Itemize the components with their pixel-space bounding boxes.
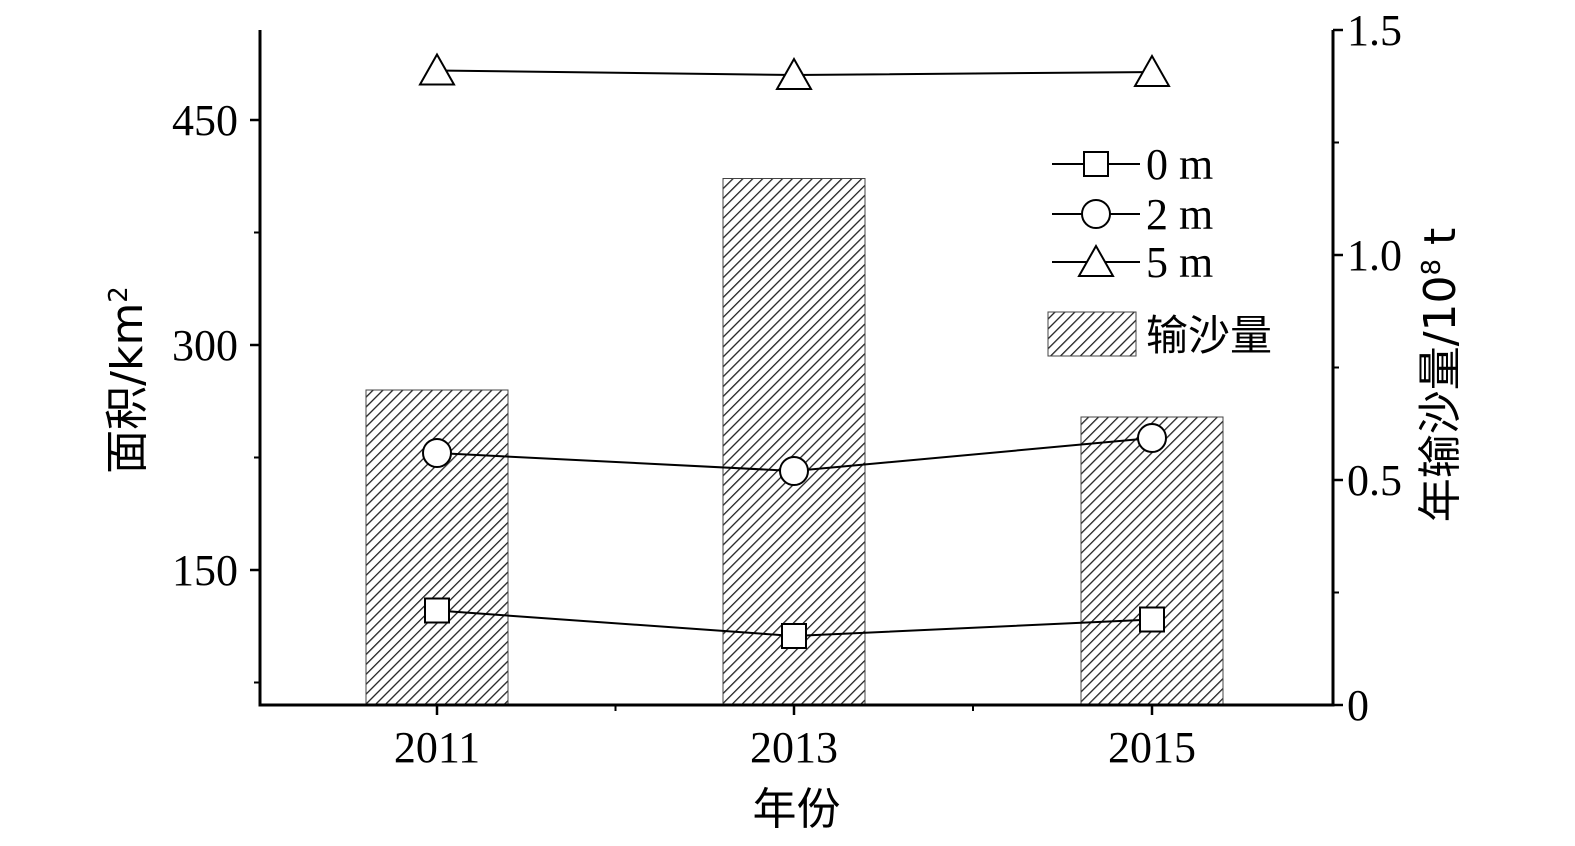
axes-layer: 150 300 450 0 0.5 1.0 1.5 2011 2013 2015 年份 面积/km2 年… (102, 6, 1466, 835)
right-tick-label: 1.0 (1347, 231, 1402, 280)
x-axis-title: 年份 (753, 784, 841, 835)
point-triangle-2011 (418, 52, 456, 86)
legend-label-circle: 2 m (1146, 190, 1213, 239)
point-circle-2015 (1137, 423, 1167, 453)
legend-label-square: 0 m (1146, 140, 1213, 189)
point-circle-2013 (779, 456, 809, 486)
legend-label-bars: 输沙量 (1146, 311, 1272, 360)
bar-2015 (1080, 416, 1224, 706)
right-tick-label: 0 (1347, 681, 1369, 730)
point-circle-2011 (422, 438, 452, 468)
x-tick-label: 2015 (1108, 723, 1196, 772)
x-tick-label: 2011 (394, 723, 480, 772)
point-square-2011 (424, 597, 450, 624)
legend-marker-circle (1081, 199, 1111, 229)
legend-label-triangle: 5 m (1146, 238, 1213, 287)
x-tick-label: 2013 (750, 723, 838, 772)
legend-swatch-bars (1047, 311, 1137, 357)
point-square-2013 (781, 623, 807, 649)
left-tick-label: 300 (172, 321, 238, 370)
right-tick-label: 1.5 (1347, 6, 1402, 55)
left-tick-label: 450 (172, 96, 238, 145)
left-tick-label: 150 (172, 546, 238, 595)
bar-2013 (722, 178, 866, 706)
point-triangle-2013 (775, 56, 813, 90)
right-tick-label: 0.5 (1347, 456, 1402, 505)
bar-2011 (365, 389, 509, 706)
legend-marker-triangle (1077, 243, 1115, 277)
point-square-2015 (1139, 606, 1165, 633)
left-axis-title: 面积/km2 (102, 286, 153, 474)
bars-layer (365, 178, 1224, 706)
lines-layer (418, 52, 1171, 649)
right-axis-title: 年输沙量/108 t (1415, 228, 1466, 523)
legend: 0 m2 m5 m 输沙量 (1047, 140, 1272, 360)
legend-marker-square (1083, 151, 1109, 177)
point-triangle-2015 (1133, 53, 1171, 87)
